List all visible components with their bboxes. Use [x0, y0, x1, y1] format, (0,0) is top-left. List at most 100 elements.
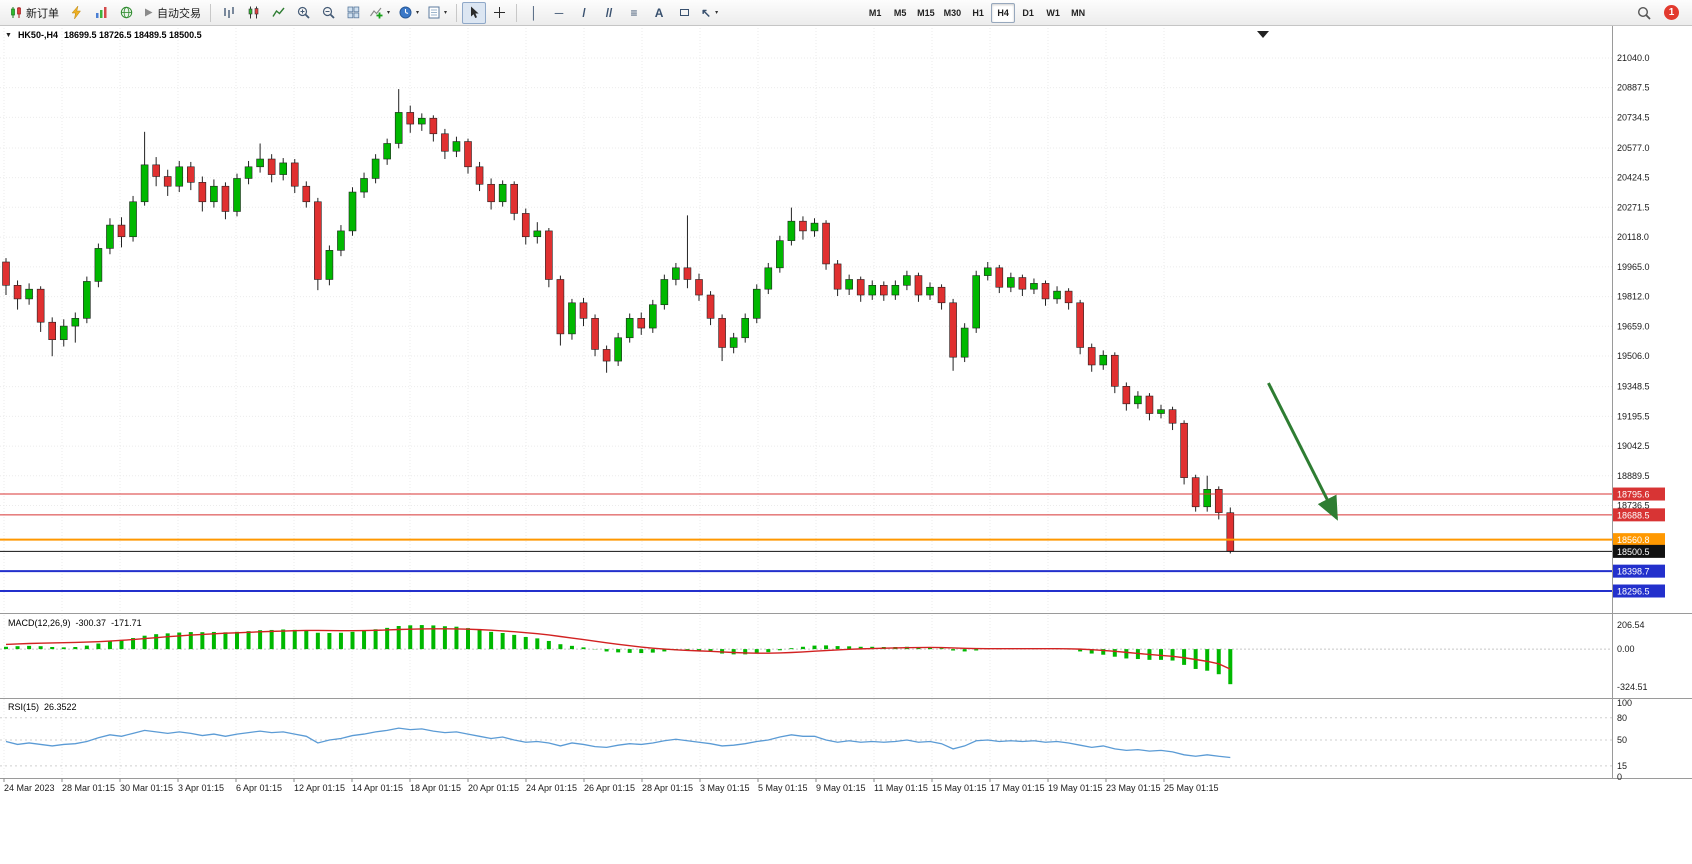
trendline-tool-button[interactable]: / — [572, 2, 596, 24]
svg-text:28 Mar 01:15: 28 Mar 01:15 — [62, 783, 115, 793]
bar-chart-button[interactable] — [216, 2, 240, 24]
rsi-value: 26.3522 — [44, 702, 77, 712]
svg-text:50: 50 — [1617, 735, 1627, 745]
new-order-label: 新订单 — [26, 7, 59, 20]
fibonacci-tool-button[interactable]: ≡ — [622, 2, 646, 24]
zoom-in-button[interactable] — [291, 2, 315, 24]
svg-text:3 Apr 01:15: 3 Apr 01:15 — [178, 783, 224, 793]
svg-text:14 Apr 01:15: 14 Apr 01:15 — [352, 783, 403, 793]
arrow-objects-button[interactable]: ↖ ▾ — [697, 2, 722, 24]
timeframe-h1-button[interactable]: H1 — [966, 3, 990, 23]
template-icon — [428, 6, 440, 19]
rsi-name: RSI(15) — [8, 702, 40, 712]
candlestick-chart-icon — [247, 6, 260, 19]
chart-grid — [0, 28, 1612, 777]
price-tag — [1613, 564, 1665, 578]
price-tags: 18795.6 18688.5 18560.8 18500.5 18398.7 18296… — [1613, 487, 1665, 598]
svg-text:12 Apr 01:15: 12 Apr 01:15 — [294, 783, 345, 793]
auto-trading-button[interactable]: 自动交易 — [139, 2, 205, 24]
svg-text:19812.0: 19812.0 — [1617, 292, 1650, 302]
svg-text:80: 80 — [1617, 713, 1627, 723]
svg-text:20887.5: 20887.5 — [1617, 83, 1650, 93]
timeframe-m15-button[interactable]: M15 — [913, 3, 939, 23]
zoom-out-button[interactable] — [316, 2, 340, 24]
svg-text:19506.0: 19506.0 — [1617, 351, 1650, 361]
templates-button[interactable]: ▾ — [424, 2, 451, 24]
svg-text:30 Mar 01:15: 30 Mar 01:15 — [120, 783, 173, 793]
toolbar-separator — [456, 3, 458, 22]
svg-text:19965.0: 19965.0 — [1617, 262, 1650, 272]
tile-windows-button[interactable] — [341, 2, 365, 24]
market-watch-button[interactable] — [89, 2, 113, 24]
chevron-down-icon: ▾ — [444, 10, 448, 16]
price-tag — [1613, 508, 1665, 522]
timeframe-h4-button[interactable]: H4 — [991, 2, 1016, 23]
svg-text:11 May 01:15: 11 May 01:15 — [874, 783, 928, 793]
svg-text:9 May 01:15: 9 May 01:15 — [816, 783, 866, 793]
search-icon — [1637, 6, 1651, 20]
svg-text:19 May 01:15: 19 May 01:15 — [1048, 783, 1103, 793]
new-order-icon — [9, 6, 23, 19]
macd-signal-value: -171.71 — [111, 618, 142, 628]
bar-chart-icon — [222, 6, 235, 19]
text-tool-button[interactable]: A — [647, 2, 671, 24]
svg-text:5 May 01:15: 5 May 01:15 — [758, 783, 808, 793]
label-tool-button[interactable] — [672, 2, 696, 24]
zoom-in-icon — [297, 6, 310, 19]
vertical-line-icon: │ — [530, 5, 538, 20]
chart-canvas[interactable]: 21040.0 20887.5 20734.5 20577.0 20424.5 20271… — [0, 26, 1692, 800]
svg-text:20734.5: 20734.5 — [1617, 112, 1650, 122]
web-terminal-button[interactable] — [114, 2, 138, 24]
timeframe-mn-button[interactable]: MN — [1066, 3, 1090, 23]
crosshair-button[interactable] — [487, 2, 511, 24]
indicators-icon — [370, 6, 383, 19]
new-order-button[interactable]: 新订单 — [5, 2, 63, 24]
svg-text:20118.0: 20118.0 — [1617, 232, 1649, 242]
price-tag — [1613, 533, 1665, 547]
timeframe-w1-button[interactable]: W1 — [1041, 3, 1065, 23]
quick-trade-button[interactable] — [64, 2, 88, 24]
svg-text:19195.5: 19195.5 — [1617, 411, 1650, 421]
axes[interactable]: 21040.0 20887.5 20734.5 20577.0 20424.5 20271… — [3, 53, 1650, 793]
trend-arrow[interactable] — [1267, 382, 1338, 521]
chart-shift-marker[interactable] — [1257, 31, 1269, 38]
svg-text:0: 0 — [1617, 772, 1622, 782]
macd-indicator-label: MACD(12,26,9) -300.37 -171.71 — [8, 618, 142, 628]
toolbar-separator — [516, 3, 518, 22]
price-tag — [1613, 584, 1665, 598]
lightning-icon — [70, 6, 82, 19]
clock-icon — [399, 6, 412, 19]
horizontal-line-tool-button[interactable]: ─ — [547, 2, 571, 24]
price-tag — [1613, 487, 1665, 501]
cursor-button[interactable] — [462, 1, 487, 24]
timeframe-m30-button[interactable]: M30 — [940, 3, 966, 23]
notification-badge[interactable]: 1 — [1664, 5, 1679, 20]
line-chart-button[interactable] — [266, 2, 290, 24]
svg-text:6 Apr 01:15: 6 Apr 01:15 — [236, 783, 282, 793]
chart-ohlc-values: 18699.5 18726.5 18489.5 18500.5 — [63, 30, 202, 40]
horizontal-lines[interactable] — [0, 493, 1612, 593]
auto-trading-label: 自动交易 — [157, 7, 201, 20]
timeframe-m5-button[interactable]: M5 — [888, 3, 912, 23]
timeframe-m1-button[interactable]: M1 — [863, 3, 887, 23]
vertical-line-tool-button[interactable]: │ — [522, 2, 546, 24]
timeframe-d1-button[interactable]: D1 — [1016, 3, 1040, 23]
chevron-down-icon: ▾ — [715, 10, 719, 16]
svg-text:20577.0: 20577.0 — [1617, 143, 1650, 153]
one-click-trading-arrow-icon[interactable]: ▼ — [5, 31, 12, 39]
svg-text:100: 100 — [1617, 698, 1632, 708]
channel-tool-button[interactable]: // — [597, 2, 621, 24]
candlestick-chart-button[interactable] — [241, 2, 265, 24]
svg-text:3 May 01:15: 3 May 01:15 — [700, 783, 750, 793]
periods-button[interactable]: ▾ — [395, 2, 423, 24]
line-chart-icon — [271, 6, 285, 19]
indicators-button[interactable]: ▾ — [366, 2, 394, 24]
chart-area[interactable]: 21040.0 20887.5 20734.5 20577.0 20424.5 20271… — [0, 26, 1692, 800]
macd-name: MACD(12,26,9) — [8, 618, 71, 628]
horizontal-line-icon: ─ — [554, 5, 564, 20]
chevron-down-icon: ▾ — [416, 10, 420, 16]
chart-title: ▼ HK50-,H4 18699.5 18726.5 18489.5 18500… — [5, 30, 202, 40]
svg-text:24 Apr 01:15: 24 Apr 01:15 — [526, 783, 577, 793]
tile-windows-icon — [347, 6, 360, 19]
search-button[interactable] — [1632, 2, 1656, 24]
